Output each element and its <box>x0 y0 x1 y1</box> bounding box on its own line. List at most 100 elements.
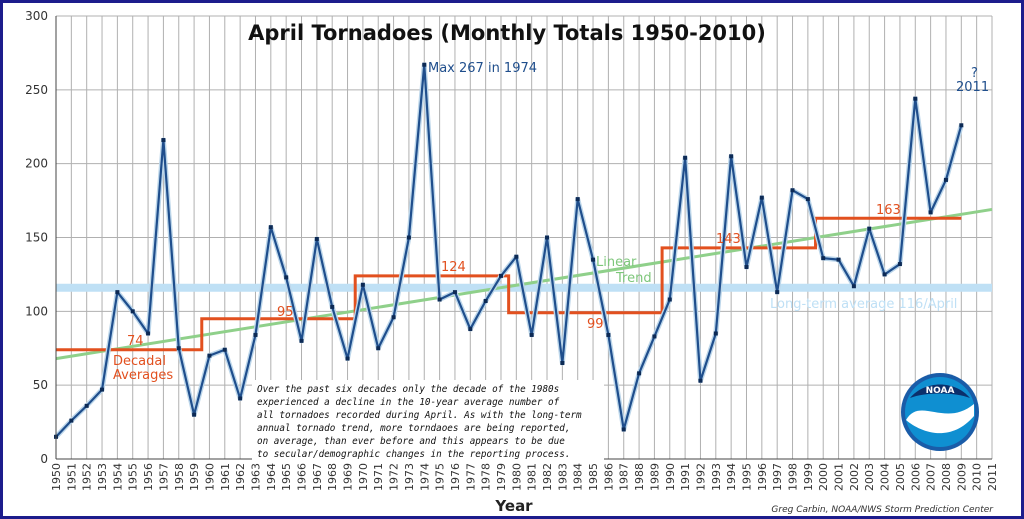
data-point <box>146 331 151 336</box>
data-point <box>637 371 642 376</box>
x-tick-label: 1952 <box>81 463 94 491</box>
x-tick-label: 2003 <box>863 463 876 491</box>
data-point <box>744 265 749 270</box>
data-point <box>238 396 243 401</box>
note-line: on average, than ever before and this ap… <box>257 436 565 447</box>
data-point <box>176 346 181 351</box>
decadal-averages-line <box>56 216 962 352</box>
decadal-label-95: 95 <box>277 305 294 320</box>
x-tick-label: 1957 <box>157 463 170 491</box>
series-layer <box>54 62 964 439</box>
x-tick-label: 2006 <box>909 463 922 491</box>
trend-label-line1: Linear <box>596 255 637 270</box>
data-point <box>207 353 212 358</box>
data-point <box>514 254 519 259</box>
x-tick-label: 1980 <box>510 463 523 491</box>
noaa-logo-text: NOAA <box>926 386 955 396</box>
note-box: Over the past six decades only the decad… <box>252 380 604 462</box>
data-point <box>268 225 273 230</box>
x-tick-label: 1959 <box>188 463 201 491</box>
x-tick-label: 2005 <box>894 463 907 491</box>
data-point <box>299 338 304 343</box>
x-tick-label: 2009 <box>955 463 968 491</box>
note-line: Over the past six decades only the decad… <box>257 384 559 395</box>
data-point <box>422 62 427 67</box>
noaa-logo: NOAA <box>901 373 979 451</box>
y-tick-label: 200 <box>25 157 48 171</box>
x-tick-label: 2008 <box>940 463 953 491</box>
data-point <box>529 332 534 337</box>
noaa-logo-bird <box>910 384 970 398</box>
y-tick-label: 50 <box>33 378 48 392</box>
data-point <box>284 275 289 280</box>
decadal-label-74: 74 <box>127 334 144 349</box>
x-tick-label: 1981 <box>526 463 539 491</box>
x-tick-label: 1995 <box>740 463 753 491</box>
x-tick-label: 1989 <box>648 463 661 491</box>
y-tick-label: 300 <box>25 9 48 23</box>
x-tick-label: 1985 <box>587 463 600 491</box>
x-tick-label: 1979 <box>495 463 508 491</box>
data-point <box>821 256 826 261</box>
decadal-label-143: 143 <box>716 232 741 247</box>
data-point <box>222 347 227 352</box>
trend-label-line2: Trend <box>615 271 652 286</box>
x-tick-label: 1984 <box>572 463 585 491</box>
data-point <box>391 315 396 320</box>
data-point <box>698 378 703 383</box>
x-tick-label: 1988 <box>633 463 646 491</box>
data-point <box>468 327 473 332</box>
x-tick-label: 1954 <box>111 463 124 491</box>
x-tick-label: 1991 <box>679 463 692 491</box>
x-tick-label: 1976 <box>449 463 462 491</box>
data-point <box>621 427 626 432</box>
data-point <box>667 297 672 302</box>
data-point <box>314 236 319 241</box>
x-tick-label: 1964 <box>265 463 278 491</box>
data-point <box>192 412 197 417</box>
x-tick-label: 1968 <box>326 463 339 491</box>
data-point <box>959 123 964 128</box>
note-line: experienced a decline in the 10-year ave… <box>257 397 560 408</box>
x-tick-label: 1986 <box>602 463 615 491</box>
note-line: to secular/demographic changes in the re… <box>257 449 570 460</box>
data-point <box>882 272 887 277</box>
x-tick-label: 1962 <box>234 463 247 491</box>
x-tick-label: 1999 <box>802 463 815 491</box>
data-point <box>805 197 810 202</box>
data-point <box>483 298 488 303</box>
x-tick-label: 2010 <box>971 463 984 491</box>
x-tick-label: 1972 <box>388 463 401 491</box>
data-point <box>652 334 657 339</box>
data-point <box>330 304 335 309</box>
x-tick-label: 1978 <box>480 463 493 491</box>
x-tick-label: 2000 <box>817 463 830 491</box>
data-point <box>376 346 381 351</box>
long-term-average-label: Long-term average 116/April <box>770 297 957 312</box>
chart-title: April Tornadoes (Monthly Totals 1950-201… <box>248 21 766 45</box>
x-tick-label: 1955 <box>127 463 140 491</box>
data-point <box>759 195 764 200</box>
x-tick-label: 1994 <box>725 463 738 491</box>
x-tick-label: 1974 <box>418 463 431 491</box>
data-point <box>69 418 74 423</box>
x-tick-label: 1983 <box>556 463 569 491</box>
x-tick-label: 2007 <box>925 463 938 491</box>
note-line: annual tornado trend, more torndaoes are… <box>257 423 570 434</box>
x-tick-label: 1987 <box>618 463 631 491</box>
data-point <box>161 138 166 143</box>
x-tick-label: 1950 <box>50 463 63 491</box>
data-point <box>836 257 841 262</box>
x-tick-label: 1997 <box>771 463 784 491</box>
data-point <box>84 403 89 408</box>
data-point <box>452 290 457 295</box>
data-point <box>851 284 856 289</box>
question-annotation: ? <box>971 66 978 81</box>
x-tick-label: 1993 <box>710 463 723 491</box>
x-tick-label: 1961 <box>219 463 232 491</box>
data-point <box>100 387 105 392</box>
data-point <box>729 154 734 159</box>
data-point <box>928 210 933 215</box>
decadal-label-163: 163 <box>876 203 901 218</box>
